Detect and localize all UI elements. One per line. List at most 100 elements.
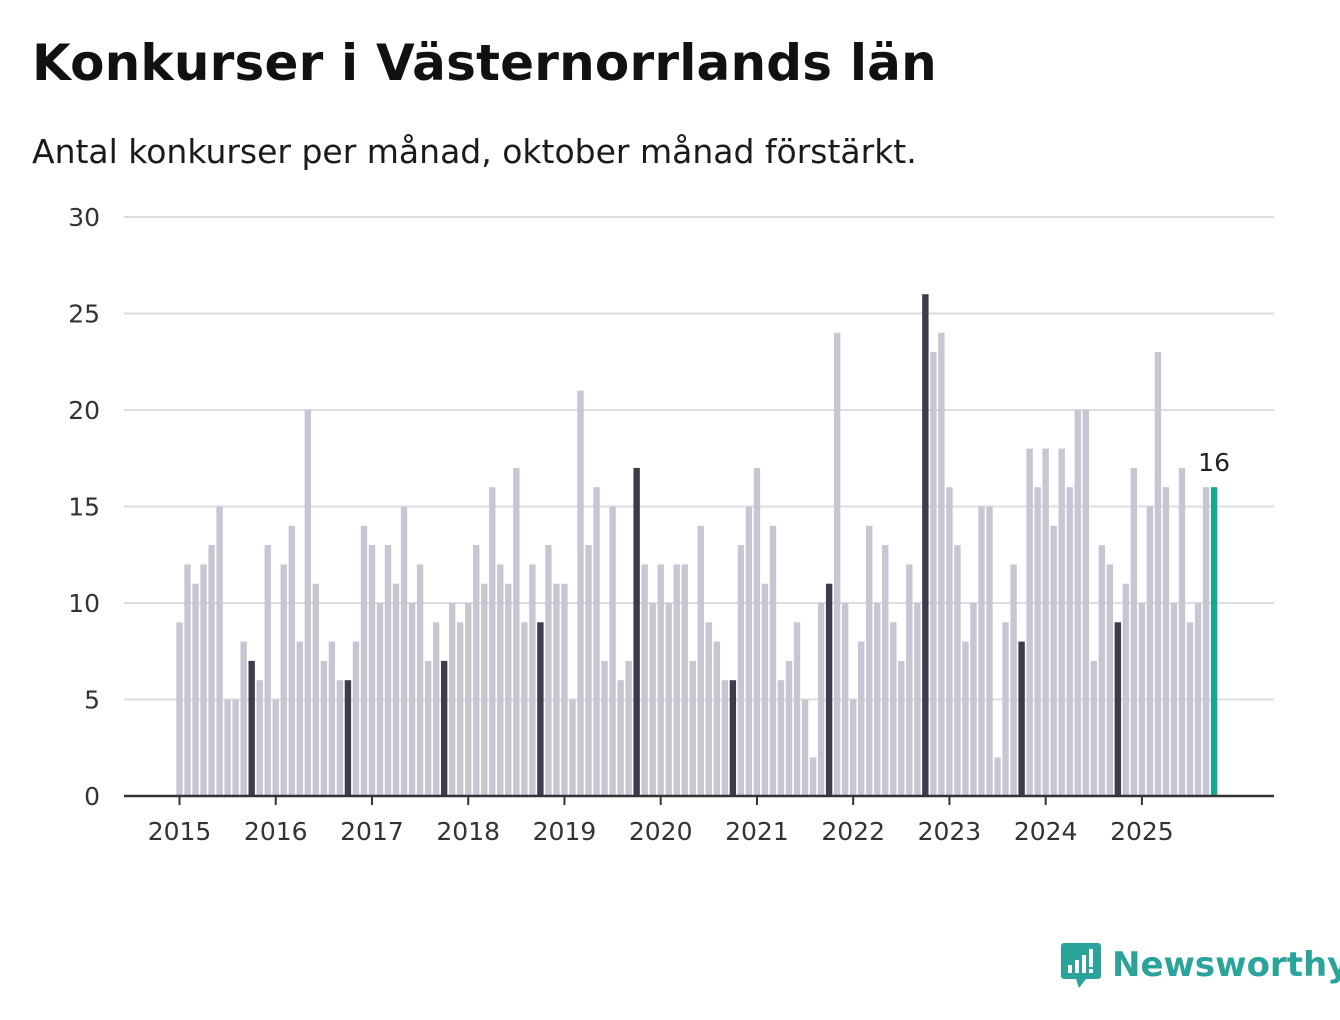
bar-2015-02	[184, 564, 191, 796]
bar-2017-02	[376, 603, 384, 796]
bar-2019-05	[593, 487, 600, 796]
x-tick-label: 2018	[436, 817, 500, 846]
bar-2024-04	[1066, 487, 1073, 796]
brand-name: Newsworthy	[1112, 945, 1340, 985]
bar-2015-08	[232, 699, 239, 796]
bar-2021-03	[769, 525, 777, 796]
bar-2023-03	[962, 641, 969, 796]
bar-2024-11	[1122, 583, 1130, 796]
bar-2016-12	[360, 525, 368, 796]
bar-2025-05	[1170, 603, 1178, 796]
bar-2020-10	[729, 680, 737, 796]
bar-2018-11	[545, 545, 552, 796]
bar-2020-09	[721, 680, 729, 796]
bar-2019-08	[617, 680, 624, 796]
bar-2021-04	[777, 680, 785, 796]
bar-2023-02	[954, 545, 961, 796]
bar-2018-03	[481, 583, 488, 796]
bar-2023-09	[1010, 564, 1017, 796]
bar-2016-01	[272, 699, 279, 796]
bar-2020-02	[665, 603, 672, 796]
bar-2019-11	[641, 564, 648, 796]
bar-2023-06	[986, 506, 993, 796]
y-tick-label: 15	[68, 493, 100, 522]
bar-2015-10	[248, 660, 255, 796]
bar-2025-10	[1210, 487, 1218, 796]
bar-2024-07	[1090, 660, 1097, 796]
bar-2020-06	[697, 525, 704, 796]
bar-2025-07	[1186, 622, 1194, 796]
bar-2022-05	[882, 545, 889, 796]
bar-2020-01	[657, 564, 664, 796]
bar-2024-12	[1130, 467, 1138, 796]
x-tick-label: 2024	[1014, 817, 1078, 846]
bar-2022-03	[866, 525, 873, 796]
bar-2017-11	[448, 603, 456, 796]
bar-2018-01	[465, 603, 472, 796]
bar-2021-11	[833, 332, 841, 796]
bar-2016-02	[280, 564, 287, 796]
bar-2024-06	[1082, 410, 1089, 796]
bar-2019-07	[609, 506, 616, 796]
x-tick-label: 2025	[1110, 817, 1174, 846]
bar-2019-01	[561, 583, 568, 796]
bar-2025-06	[1178, 467, 1186, 796]
bar-2020-04	[681, 564, 688, 796]
x-tick-label: 2016	[244, 817, 308, 846]
bar-2021-07	[801, 699, 809, 796]
bar-2023-07	[994, 757, 1001, 796]
data-labels: 16	[1198, 448, 1230, 477]
bar-2020-07	[705, 622, 713, 796]
bar-2018-10	[537, 622, 544, 796]
bar-2015-07	[224, 699, 231, 796]
y-tick-label: 0	[84, 782, 100, 811]
bar-2021-02	[761, 583, 769, 796]
bar-2018-07	[513, 467, 520, 796]
bar-2023-01	[946, 487, 953, 796]
bar-2021-12	[841, 603, 849, 796]
x-axis-ticks: 2015 2016 2017 2018 2019 2020 2021 2022 2023 2024…	[148, 796, 1174, 846]
y-tick-label: 25	[68, 300, 100, 329]
bar-2017-04	[392, 583, 400, 796]
bar-2022-04	[874, 603, 881, 796]
bar-2017-08	[424, 660, 432, 796]
bar-2018-06	[505, 583, 512, 796]
newsworthy-logo[interactable]: Newsworthy	[1060, 940, 1340, 990]
bar-2020-05	[689, 660, 696, 796]
y-axis-ticks: 0 5 10 15 20 25 30	[68, 203, 100, 811]
bar-2018-04	[489, 487, 496, 796]
bar-2025-08	[1194, 603, 1202, 796]
x-tick-label: 2015	[148, 817, 212, 846]
bar-2016-09	[336, 680, 344, 796]
y-tick-label: 10	[68, 589, 100, 618]
bar-2015-12	[264, 545, 271, 796]
bar-2023-08	[1002, 622, 1009, 796]
bar-2016-08	[328, 641, 336, 796]
bar-2021-08	[809, 757, 817, 796]
bar-2015-03	[192, 583, 199, 796]
latest-value-label: 16	[1198, 448, 1230, 477]
bar-2025-04	[1162, 487, 1170, 796]
bar-2025-02	[1146, 506, 1154, 796]
y-tick-label: 30	[68, 203, 100, 232]
bar-2023-05	[978, 506, 985, 796]
bar-2019-12	[649, 603, 656, 796]
bar-2019-03	[577, 390, 584, 796]
bar-2016-07	[320, 660, 328, 796]
bar-2016-03	[288, 525, 295, 796]
bar-2017-10	[440, 660, 448, 796]
bar-2019-09	[625, 660, 632, 796]
bar-2020-11	[737, 545, 745, 796]
bar-2021-06	[793, 622, 801, 796]
bar-2023-11	[1026, 448, 1033, 796]
bar-2015-05	[208, 545, 215, 796]
bar-2016-11	[352, 641, 360, 796]
bar-2022-11	[930, 352, 937, 796]
bar-2021-10	[825, 583, 833, 796]
bar-2017-01	[368, 545, 376, 796]
bar-2018-05	[497, 564, 504, 796]
bar-2019-06	[601, 660, 608, 796]
bar-2019-04	[585, 545, 592, 796]
bar-2015-04	[200, 564, 207, 796]
